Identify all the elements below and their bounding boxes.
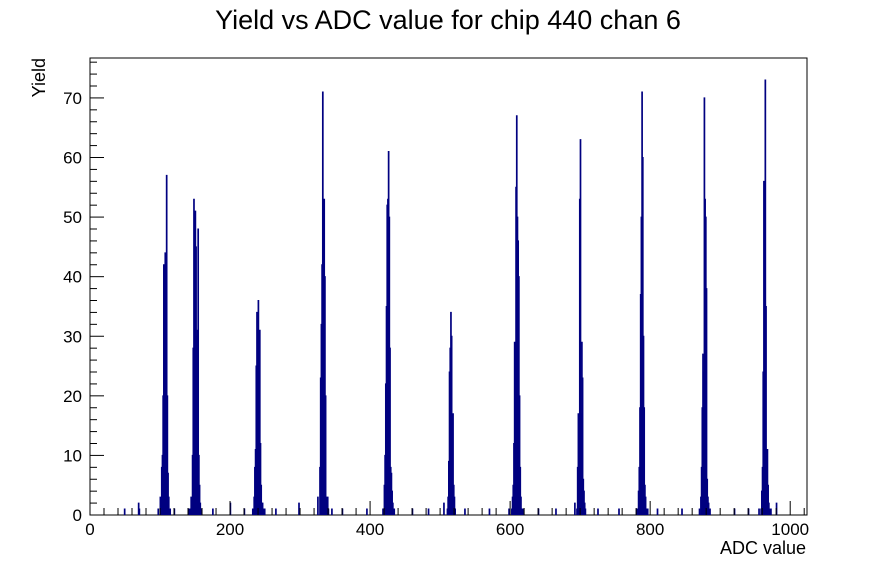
histogram-bar <box>190 496 193 515</box>
histogram-bar <box>326 496 329 515</box>
y-tick-label: 60 <box>63 149 82 168</box>
histogram-bar <box>198 484 201 515</box>
histogram-bar <box>656 508 659 515</box>
histogram-bar <box>618 508 620 515</box>
y-tick-label: 50 <box>63 208 82 227</box>
histogram-bar <box>681 508 683 515</box>
histogram-bar <box>581 377 584 515</box>
histogram-bar <box>298 502 300 515</box>
histogram-bars <box>123 79 778 515</box>
histogram-bar <box>709 508 711 515</box>
histogram-bar <box>518 395 521 515</box>
histogram-bar <box>597 508 599 515</box>
histogram-bar <box>251 508 254 515</box>
histogram-bar <box>167 472 169 515</box>
histogram-bar <box>324 395 327 515</box>
histogram-bar <box>770 508 772 515</box>
histogram-bar <box>555 508 557 515</box>
histogram-bar <box>765 305 767 515</box>
histogram-bar <box>698 508 701 515</box>
histogram-bar <box>317 496 319 515</box>
histogram-bar <box>519 466 522 515</box>
histogram-bar <box>579 139 582 515</box>
x-axis: 0 200 400 600 800 1000 <box>85 501 809 539</box>
x-tick-label: 600 <box>496 520 524 539</box>
histogram-bar <box>427 508 430 515</box>
histogram-bar <box>393 508 396 515</box>
histogram-bar <box>764 79 767 515</box>
histogram-bar <box>157 508 160 515</box>
histogram-bar <box>258 329 261 515</box>
histogram-bar <box>584 508 587 515</box>
histogram-bar <box>366 508 368 515</box>
histogram-bar <box>644 496 647 515</box>
histogram-bar <box>197 228 200 515</box>
x-tick-label: 400 <box>356 520 384 539</box>
histogram-bar <box>513 341 516 515</box>
histogram-bar <box>450 335 453 515</box>
histogram-bar <box>454 508 456 515</box>
histogram-bar <box>275 508 277 515</box>
histogram-bar <box>705 288 708 515</box>
histogram-bar <box>263 508 266 515</box>
histogram-bar <box>758 508 760 515</box>
y-axis-title: Yield <box>29 58 49 97</box>
histogram-bar <box>200 508 202 515</box>
y-tick-label: 40 <box>63 268 82 287</box>
histogram-bar <box>212 508 214 515</box>
y-axis: 0 10 20 30 40 50 60 70 <box>63 61 104 525</box>
histogram-bar <box>488 508 491 515</box>
chart-title: Yield vs ADC value for chip 440 chan 6 <box>215 5 681 35</box>
x-tick-label: 0 <box>85 520 94 539</box>
y-tick-label: 30 <box>63 327 82 346</box>
histogram-bar <box>646 508 649 515</box>
histogram-bar <box>138 508 141 515</box>
histogram-bar <box>522 508 524 515</box>
histogram-bar <box>508 508 510 515</box>
x-tick-label: 1000 <box>771 520 809 539</box>
histogram-bar <box>169 508 172 515</box>
histogram-bar <box>520 508 523 515</box>
histogram-bar <box>520 496 522 515</box>
histogram-bar <box>464 508 466 515</box>
y-tick-label: 10 <box>63 446 82 465</box>
x-axis-title: ADC value <box>720 538 806 558</box>
histogram-bar <box>259 443 262 515</box>
histogram-bar <box>574 502 576 515</box>
histogram-bar <box>389 347 391 515</box>
histogram-bar <box>165 174 168 515</box>
histogram-bar <box>188 508 191 515</box>
histogram-bar <box>166 395 169 515</box>
histogram-bar <box>453 496 456 515</box>
y-tick-label: 70 <box>63 89 82 108</box>
y-tick-label: 20 <box>63 387 82 406</box>
y-tick-label: 0 <box>73 506 82 525</box>
x-tick-label: 800 <box>636 520 664 539</box>
histogram-bar <box>164 252 167 515</box>
histogram-bar <box>123 508 126 515</box>
histogram-bar <box>331 508 333 515</box>
histogram-bar <box>766 448 769 515</box>
histogram-bar <box>443 502 445 515</box>
histogram-bar <box>643 407 646 515</box>
histogram-bar <box>167 496 170 515</box>
histogram-bar <box>159 496 162 515</box>
histogram-bar <box>452 413 454 515</box>
histogram-bar <box>382 508 384 515</box>
x-tick-label: 200 <box>216 520 244 539</box>
histogram-bar <box>767 484 769 515</box>
histogram-bar <box>260 484 263 515</box>
